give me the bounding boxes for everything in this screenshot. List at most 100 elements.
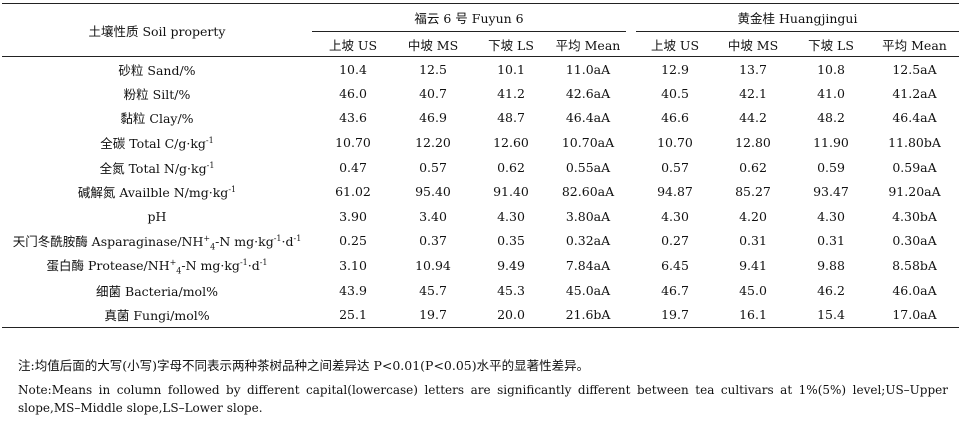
table-cell: 0.62 (739, 159, 767, 175)
table-cell: 10.70 (657, 135, 693, 151)
table-cell: 46.2 (817, 282, 845, 298)
table-cell: 12.80 (735, 135, 771, 151)
table-cell: 43.9 (339, 282, 367, 298)
table-cell: 4.30 (817, 208, 845, 224)
table-cell: 11.80bA (888, 135, 941, 151)
table-cell: 45.3 (497, 282, 525, 298)
table-cell: 46.0 (339, 85, 367, 101)
table-cell: 61.02 (335, 184, 371, 200)
table-cell: 45.7 (419, 282, 447, 298)
table-cell: 0.27 (661, 233, 689, 249)
table-cell: 0.55aA (565, 159, 611, 175)
table-cell: 0.32aA (565, 233, 611, 249)
table-cell: 0.31 (817, 233, 845, 249)
table-cell: 44.2 (739, 110, 767, 126)
table-cell: 10.4 (339, 61, 367, 77)
note-chinese: 注:均值后面的大写(小写)字母不同表示两种茶树品种之间差异达 P<0.01(P<… (18, 358, 590, 373)
table-row: 蛋白酶 Protease/NH+4-N mg·kg-1·d-1 3.10 10.… (2, 253, 959, 278)
row-label: 天门冬酰胺酶 Asparaginase/NH+4-N mg·kg-1·d-1 (12, 233, 302, 252)
table-cell: 21.6bA (565, 306, 611, 322)
table-row: 天门冬酰胺酶 Asparaginase/NH+4-N mg·kg-1·d-1 0… (2, 229, 959, 254)
table-cell: 10.8 (817, 61, 845, 77)
table-cell: 0.25 (339, 233, 367, 249)
table-cell: 9.88 (817, 258, 845, 274)
table-cell: 10.70 (335, 135, 371, 151)
row-label: 碱解氮 Availble N/mg·kg-1 (77, 185, 237, 201)
subheader-cell: 下坡 LS (808, 37, 854, 53)
table-cell: 17.0aA (892, 306, 937, 322)
table-cell: 0.59 (817, 159, 845, 175)
row-label: 全氮 Total N/g·kg-1 (99, 160, 215, 176)
table-cell: 4.20 (739, 208, 767, 224)
subheader-cell: 中坡 MS (407, 37, 459, 53)
subheader-cell: 中坡 MS (727, 37, 779, 53)
table-row: 黏粒 Clay/% 43.6 46.9 48.7 46.4aA 46.6 44.… (2, 106, 959, 131)
table-cell: 41.2 (497, 85, 525, 101)
row-label: 全碳 Total C/g·kg-1 (100, 135, 214, 152)
table-cell: 40.5 (661, 85, 689, 101)
table-cell: 12.5aA (892, 61, 937, 77)
table-cell: 11.90 (813, 135, 849, 151)
table-cell: 3.90 (339, 208, 367, 224)
table-cell: 12.60 (493, 135, 529, 151)
table-cell: 10.94 (415, 258, 451, 274)
table-cell: 11.0aA (565, 61, 611, 77)
table-row: pH 3.90 3.40 4.30 3.80aA 4.30 4.20 4.30 … (2, 204, 959, 229)
table-cell: 16.1 (739, 306, 767, 322)
table-row: 细菌 Bacteria/mol% 43.9 45.7 45.3 45.0aA 4… (2, 278, 959, 303)
table-row: 全碳 Total C/g·kg-1 10.70 12.20 12.60 10.7… (2, 130, 959, 155)
table-cell: 82.60aA (561, 184, 615, 200)
table-cell: 8.58bA (892, 258, 937, 274)
table-cell: 12.5 (419, 61, 447, 77)
table-cell: 42.6aA (565, 85, 611, 101)
table-cell: 0.31 (739, 233, 767, 249)
table-cell: 6.45 (661, 258, 689, 274)
table-cell: 85.27 (735, 184, 771, 200)
table-row: 碱解氮 Availble N/mg·kg-1 61.02 95.40 91.40… (2, 179, 959, 204)
table-cell: 15.4 (817, 306, 845, 322)
table-cell: 46.4aA (565, 110, 611, 126)
subheader-cell: 下坡 LS (488, 37, 534, 53)
subheader-cell: 平均 Mean (882, 37, 947, 53)
table-cell: 45.0 (739, 282, 767, 298)
row-label: 细菌 Bacteria/mol% (96, 283, 218, 299)
subheader-cell: 平均 Mean (555, 37, 621, 53)
table-cell: 4.30 (497, 208, 525, 224)
table-cell: 46.4aA (892, 110, 937, 126)
table-cell: 0.47 (339, 159, 367, 175)
table-row: 粉粒 Silt/% 46.0 40.7 41.2 42.6aA 40.5 42.… (2, 81, 959, 106)
table-cell: 46.6 (661, 110, 689, 126)
table-cell: 91.20aA (888, 184, 941, 200)
table-cell: 93.47 (813, 184, 849, 200)
table-cell: 13.7 (739, 61, 767, 77)
table-cell: 43.6 (339, 110, 367, 126)
table-cell: 0.57 (419, 159, 447, 175)
table-cell: 10.1 (497, 61, 525, 77)
table-cell: 19.7 (419, 306, 447, 322)
note-english-line-2: slope,MS–Middle slope,LS–Lower slope. (18, 401, 263, 415)
table-row: 全氮 Total N/g·kg-1 0.47 0.57 0.62 0.55aA … (2, 155, 959, 180)
table-cell: 20.0 (497, 306, 525, 322)
table-row: 砂粒 Sand/% 10.4 12.5 10.1 11.0aA 12.9 13.… (2, 57, 959, 82)
table-cell: 46.0aA (892, 282, 937, 298)
table-cell: 48.7 (497, 110, 525, 126)
property-header: 土壤性质 Soil property (2, 3, 312, 57)
table-cell: 9.41 (739, 258, 767, 274)
row-label: 真菌 Fungi/mol% (104, 307, 210, 323)
table-cell: 94.87 (657, 184, 693, 200)
table-cell: 48.2 (817, 110, 845, 126)
note-english-line-1: Note:Means in column followed by differe… (18, 383, 948, 397)
soil-property-table: 土壤性质 Soil property 福云 6 号 Fuyun 6 黄金桂 Hu… (2, 3, 959, 328)
table-cell: 45.0aA (565, 282, 611, 298)
table-cell: 19.7 (661, 306, 689, 322)
row-label: 粉粒 Silt/% (123, 86, 191, 102)
row-label: 黏粒 Clay/% (120, 111, 194, 127)
row-label: pH (147, 208, 167, 224)
group-header-row: 土壤性质 Soil property 福云 6 号 Fuyun 6 黄金桂 Hu… (2, 3, 959, 57)
note-english: Note:Means in column followed by differe… (18, 381, 948, 417)
table-cell: 46.9 (419, 110, 447, 126)
table-cell: 12.20 (415, 135, 451, 151)
row-label: 蛋白酶 Protease/NH+4-N mg·kg-1·d-1 (46, 258, 268, 276)
table-cell: 41.0 (817, 85, 845, 101)
